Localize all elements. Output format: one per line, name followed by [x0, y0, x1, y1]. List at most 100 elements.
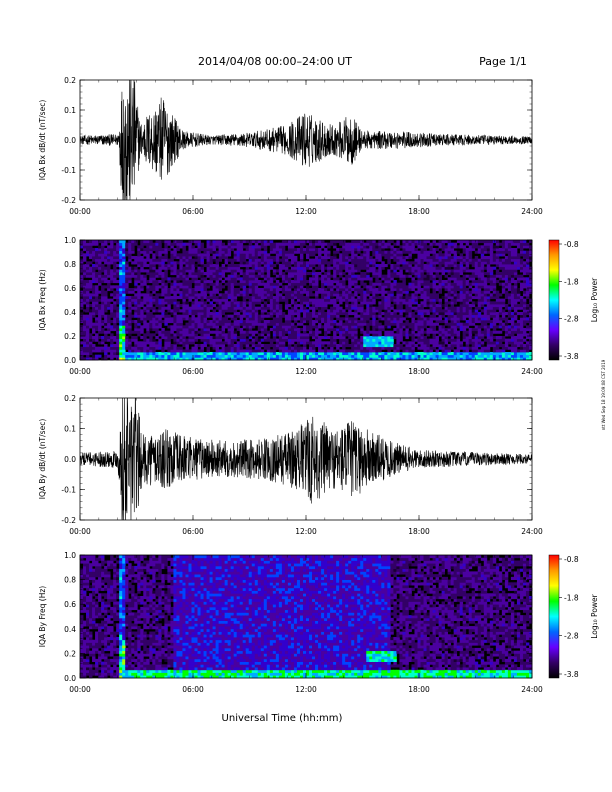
spectrogram-cell	[203, 280, 207, 284]
spectrogram-cell	[471, 338, 476, 342]
spectrogram-cell	[296, 333, 301, 337]
spectrogram-cell	[257, 296, 262, 300]
spectrogram-cell	[146, 293, 150, 297]
spectrogram-cell	[161, 346, 165, 350]
spectrogram-cell	[92, 314, 96, 318]
spectrogram-cell	[137, 264, 141, 268]
spectrogram-cell	[182, 312, 186, 316]
spectrogram-cell	[330, 328, 334, 332]
spectrogram-cell	[185, 309, 189, 313]
spectrogram-cell	[405, 256, 409, 260]
spectrogram-cell	[281, 333, 286, 337]
spectrogram-cell	[330, 258, 334, 262]
spectrogram-cell	[188, 336, 192, 340]
spectrogram-cell	[453, 296, 458, 300]
spectrogram-cell	[429, 285, 433, 289]
spectrogram-cell	[405, 242, 409, 246]
spectrogram-cell	[432, 248, 436, 252]
spectrogram-cell	[284, 277, 289, 281]
spectrogram-cell	[248, 253, 253, 257]
spectrogram-cell	[107, 288, 111, 292]
spectrogram-cell	[185, 258, 189, 262]
spectrogram-cell	[155, 269, 159, 273]
spectrogram-cell	[185, 253, 189, 257]
spectrogram-cell	[245, 320, 250, 324]
spectrogram-cell	[312, 298, 316, 302]
spectrogram-cell	[116, 274, 120, 278]
spectrogram-cell	[203, 309, 207, 313]
spectrogram-cell	[411, 314, 415, 318]
spectrogram-cell	[408, 282, 412, 286]
spectrogram-cell	[128, 306, 132, 310]
spectrogram-cell	[164, 320, 168, 324]
spectrogram-cell	[167, 354, 171, 358]
spectrogram-cell	[462, 282, 467, 286]
spectrogram-cell	[342, 298, 346, 302]
spectrogram-cell	[134, 285, 138, 289]
spectrogram-cell	[98, 266, 102, 270]
spectrogram-cell	[306, 280, 310, 284]
spectrogram-cell	[290, 245, 295, 249]
spectrogram-cell	[293, 240, 298, 244]
spectrogram-cell	[327, 285, 331, 289]
spectrogram-cell	[215, 274, 220, 278]
spectrogram-cell	[83, 328, 87, 332]
spectrogram-cell	[375, 269, 379, 273]
spectrogram-cell	[107, 240, 111, 244]
spectrogram-cell	[318, 330, 322, 334]
spectrogram-cell	[330, 242, 334, 246]
spectrogram-cell	[269, 301, 274, 305]
spectrogram-cell	[462, 328, 467, 332]
spectrogram-cell	[351, 298, 355, 302]
spectrogram-cell	[269, 264, 274, 268]
spectrogram-cell	[188, 240, 192, 244]
spectrogram-cell	[390, 296, 394, 300]
spectrogram-cell	[83, 317, 87, 321]
spectrogram-cell	[432, 309, 436, 313]
spectrogram-cell	[266, 258, 271, 262]
spectrogram-cell	[122, 296, 126, 300]
spectrogram-cell	[441, 357, 446, 361]
spectrogram-cell	[293, 352, 298, 356]
spectrogram-cell	[360, 338, 364, 342]
spectrogram-cell	[206, 314, 210, 318]
spectrogram-cell	[167, 242, 171, 246]
spectrogram-cell	[269, 354, 274, 358]
spectrogram-cell	[348, 325, 352, 329]
spectrogram-cell	[309, 330, 313, 334]
spectrogram-cell	[429, 242, 433, 246]
spectrogram-cell	[134, 256, 138, 260]
spectrogram-cell	[441, 266, 446, 270]
spectrogram-cell	[387, 272, 391, 276]
spectrogram-cell	[441, 344, 446, 348]
spectrogram-cell	[260, 304, 265, 308]
spectrogram-cell	[266, 253, 271, 257]
spectrogram-cell	[306, 304, 310, 308]
spectrogram-cell	[342, 250, 346, 254]
spectrogram-cell	[296, 277, 301, 281]
spectrogram-cell	[104, 338, 108, 342]
spectrogram-cell	[173, 336, 177, 340]
spectrogram-cell	[417, 245, 421, 249]
spectrogram-cell	[101, 266, 105, 270]
spectrogram-cell	[384, 341, 388, 345]
spectrogram-cell	[462, 352, 467, 356]
spectrogram-cell	[224, 301, 229, 305]
spectrogram-cell	[432, 256, 436, 260]
spectrogram-cell	[215, 296, 220, 300]
spectrogram-cell	[107, 322, 111, 326]
spectrogram-cell	[158, 242, 162, 246]
spectrogram-cell	[284, 266, 289, 270]
spectrogram-cell	[269, 277, 274, 281]
spectrogram-cell	[318, 354, 322, 358]
spectrogram-cell	[450, 309, 455, 313]
spectrogram-cell	[167, 314, 171, 318]
spectrogram-cell	[236, 346, 241, 350]
spectrogram-cell	[290, 336, 295, 340]
spectrogram-cell	[95, 304, 99, 308]
spectrogram-cell	[239, 293, 244, 297]
spectrogram-cell	[236, 250, 241, 254]
spectrogram-cell	[137, 328, 141, 332]
spectrogram-cell	[423, 312, 427, 316]
